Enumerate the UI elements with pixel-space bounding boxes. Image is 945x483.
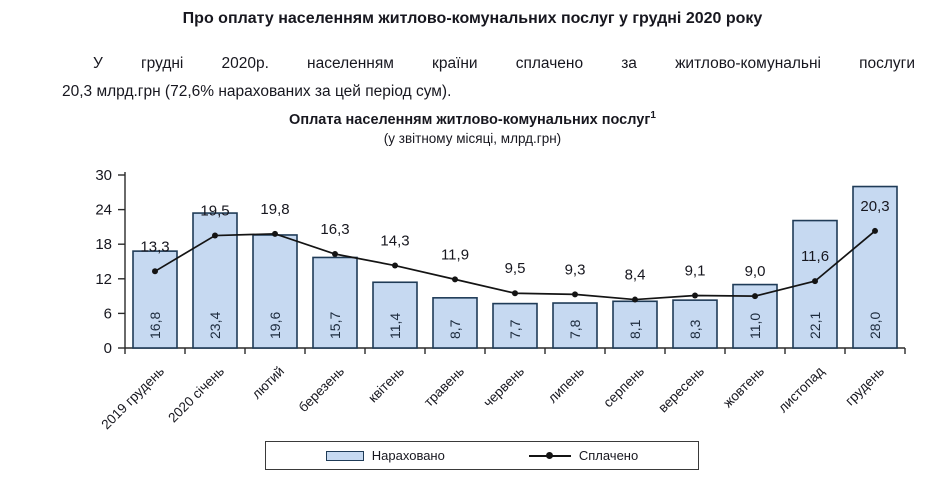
bar xyxy=(852,185,898,349)
line-marker xyxy=(212,232,218,239)
line-series-swatch-icon xyxy=(528,451,571,459)
bar-value-label: 8,7 xyxy=(447,319,463,339)
line-marker xyxy=(572,291,578,298)
chart-title-text: Оплата населенням житлово-комунальних по… xyxy=(289,111,651,128)
x-axis-category-label: червень xyxy=(480,364,527,411)
bar-value-label: 23,4 xyxy=(207,312,223,339)
line-value-label: 9,0 xyxy=(745,263,766,280)
chart-title: Оплата населенням житлово-комунальних по… xyxy=(0,110,945,128)
summary-paragraph: У грудні 2020р. населенням країни сплаче… xyxy=(62,50,915,106)
bar xyxy=(432,297,478,349)
line-marker xyxy=(752,293,758,300)
bar-value-label: 15,7 xyxy=(327,312,343,339)
y-axis-tick-label: 30 xyxy=(95,167,112,184)
x-axis-category-label: грудень xyxy=(842,364,887,409)
line-value-label: 16,3 xyxy=(320,221,349,238)
bar-value-label: 19,6 xyxy=(267,312,283,339)
bar-value-label: 11,0 xyxy=(747,313,763,339)
chart-subtitle: (у звітному місяці, млрд.грн) xyxy=(383,131,562,146)
bar-value-label: 7,8 xyxy=(567,319,583,339)
line-marker xyxy=(392,262,398,269)
page-title: Про оплату населенням житлово-комунальни… xyxy=(182,10,763,27)
bar-line-chart: 0 6 12 18 24 30 16,8 23,4 19,6 15,7 11,4 8,7 7,7 7,8 8… xyxy=(95,167,906,433)
line-marker xyxy=(692,292,698,299)
bar xyxy=(612,300,658,349)
line-value-label: 13,3 xyxy=(140,238,169,255)
y-axis-tick-label: 6 xyxy=(104,305,112,322)
x-axis-category-label: березень xyxy=(296,364,348,416)
line-value-label: 19,5 xyxy=(200,203,229,220)
bar-value-label: 11,4 xyxy=(387,313,403,339)
line-value-label: 20,3 xyxy=(860,198,889,215)
x-axis-category-label: листопад xyxy=(775,363,827,415)
legend-label-paid: Сплачено xyxy=(578,448,639,463)
x-axis-category-label: вересень xyxy=(655,364,707,416)
line-marker xyxy=(812,278,818,285)
bar xyxy=(312,256,358,349)
y-axis-tick-label: 0 xyxy=(104,340,112,357)
y-axis-tick-label: 12 xyxy=(95,271,112,288)
x-axis-category-label: 2020 січень xyxy=(165,364,227,426)
bar-value-label: 7,7 xyxy=(507,319,523,339)
bar xyxy=(252,234,298,349)
chart-title-footnote-marker: 1 xyxy=(650,110,656,121)
bar-value-label: 16,8 xyxy=(147,312,163,339)
y-axis-tick-label: 18 xyxy=(95,236,112,253)
bar-series-swatch-icon xyxy=(325,450,364,461)
line-value-label: 11,6 xyxy=(801,248,829,265)
bar-value-label: 8,3 xyxy=(687,319,703,339)
bar-value-label: 28,0 xyxy=(867,312,883,339)
summary-paragraph-line-1: У грудні 2020р. населенням країни сплаче… xyxy=(93,55,915,72)
chart-legend: Нараховано Сплачено xyxy=(265,441,699,470)
x-axis-category-label: травень xyxy=(421,364,467,410)
bar xyxy=(552,302,598,349)
line-value-label: 9,1 xyxy=(685,263,706,280)
line-marker xyxy=(872,227,878,234)
line-marker xyxy=(452,276,458,283)
bar xyxy=(132,250,178,349)
summary-paragraph-line-2: 20,3 млрд.грн (72,6% нарахованих за цей … xyxy=(62,83,452,100)
x-axis-category-label: 2019 грудень xyxy=(98,364,167,433)
chart-area: 0 6 12 18 24 30 16,8 23,4 19,6 15,7 11,4 8,7 7,7 7,8 8… xyxy=(0,158,945,434)
line-value-label: 8,4 xyxy=(625,267,646,284)
x-axis-category-label: липень xyxy=(545,364,587,406)
line-marker xyxy=(272,230,278,237)
line-value-label: 11,9 xyxy=(441,246,469,263)
line-marker xyxy=(152,268,158,275)
line-marker-dot-icon xyxy=(545,451,553,459)
line-value-label: 14,3 xyxy=(380,233,409,250)
line-marker xyxy=(632,296,638,303)
bar-value-label: 8,1 xyxy=(627,319,643,339)
line-value-label: 9,5 xyxy=(505,260,526,277)
bar-value-label: 22,1 xyxy=(807,312,823,339)
bar xyxy=(672,299,718,349)
line-value-label: 19,8 xyxy=(260,201,289,218)
legend-item-paid: Сплачено xyxy=(528,448,639,463)
x-axis-category-label: лютий xyxy=(249,364,287,402)
line-marker xyxy=(332,251,338,258)
legend-label-accrued: Нараховано xyxy=(371,448,445,463)
legend-item-accrued: Нараховано xyxy=(325,448,445,463)
x-axis-category-label: серпень xyxy=(600,364,647,411)
bar xyxy=(372,281,418,349)
x-axis-category-label: квітень xyxy=(365,364,407,406)
line-marker xyxy=(512,290,518,297)
bar xyxy=(492,302,538,349)
y-axis-tick-label: 24 xyxy=(95,202,112,219)
line-value-label: 9,3 xyxy=(565,261,586,278)
x-axis-category-label: жовтень xyxy=(720,364,767,411)
